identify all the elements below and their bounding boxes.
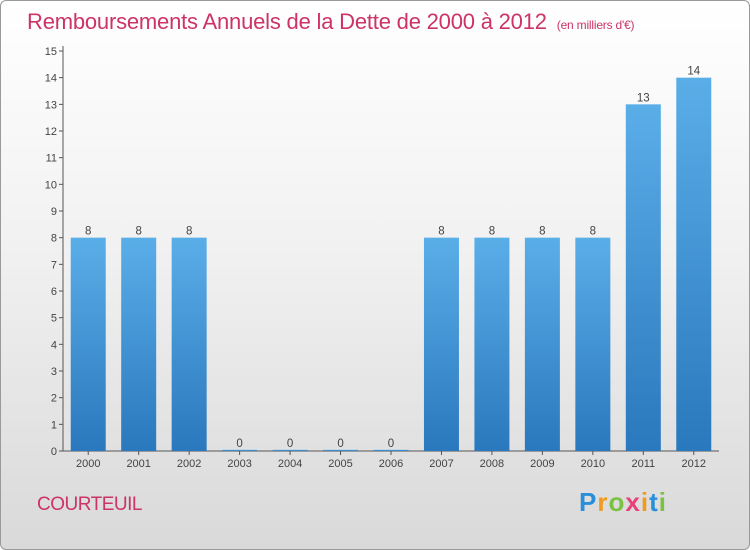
value-label-2008: 8 — [489, 226, 495, 238]
y-tick-label: 13 — [45, 99, 57, 111]
chart-title-text: Remboursements Annuels de la Dette de 20… — [27, 9, 547, 34]
value-label-2005: 0 — [337, 438, 343, 450]
logo-letter: o — [608, 487, 626, 517]
logo-letter: x — [625, 487, 641, 517]
value-label-2009: 8 — [539, 226, 545, 238]
x-tick-label-2000: 2000 — [76, 458, 100, 470]
y-tick-label: 3 — [51, 366, 57, 378]
x-tick-label-2011: 2011 — [631, 458, 655, 470]
value-label-2001: 8 — [135, 226, 141, 238]
bar-2001 — [121, 237, 157, 451]
x-tick-label-2001: 2001 — [126, 458, 150, 470]
logo-letter: P — [579, 487, 598, 517]
y-tick-label: 2 — [51, 393, 57, 405]
x-tick-label-2012: 2012 — [682, 458, 706, 470]
x-tick-label-2008: 2008 — [480, 458, 504, 470]
value-label-2000: 8 — [85, 226, 91, 238]
bar-2007 — [423, 237, 459, 451]
bar-2011 — [625, 104, 661, 451]
x-tick-label-2005: 2005 — [328, 458, 352, 470]
bar-2008 — [474, 237, 510, 451]
logo-letter: i — [640, 487, 650, 517]
x-tick-label-2004: 2004 — [278, 458, 302, 470]
bar-2009 — [524, 237, 560, 451]
x-tick-label-2007: 2007 — [429, 458, 453, 470]
y-tick-label: 0 — [51, 446, 57, 458]
bar-2004 — [272, 449, 308, 451]
chart-subtitle: (en milliers d'€) — [556, 18, 635, 32]
logo-letter: t — [649, 487, 659, 517]
value-label-2003: 0 — [236, 438, 242, 450]
logo-letter: i — [658, 487, 667, 517]
value-label-2007: 8 — [438, 226, 444, 238]
y-tick-label: 9 — [51, 206, 57, 218]
y-tick-label: 6 — [51, 286, 57, 298]
bar-2012 — [676, 77, 712, 452]
x-tick-label-2009: 2009 — [530, 458, 554, 470]
commune-name: COURTEUIL — [37, 494, 142, 515]
y-tick-label: 4 — [51, 339, 57, 351]
value-label-2002: 8 — [186, 226, 192, 238]
x-tick-label-2002: 2002 — [177, 458, 201, 470]
y-tick-label: 1 — [51, 419, 57, 431]
y-tick-label: 7 — [51, 259, 57, 271]
bar-2000 — [70, 237, 106, 451]
bar-2006 — [373, 449, 409, 451]
proxiti-logo[interactable]: Proxiti — [579, 487, 667, 518]
x-tick-label-2003: 2003 — [227, 458, 251, 470]
chart-title: Remboursements Annuels de la Dette de 20… — [27, 9, 635, 35]
value-label-2004: 0 — [287, 438, 293, 450]
logo-letter: r — [597, 487, 609, 517]
bar-2005 — [323, 449, 359, 451]
bar-2002 — [171, 237, 207, 451]
value-label-2006: 0 — [388, 438, 394, 450]
value-label-2010: 8 — [590, 226, 596, 238]
x-tick-label-2010: 2010 — [581, 458, 605, 470]
value-label-2011: 13 — [637, 92, 650, 104]
x-tick-label-2006: 2006 — [379, 458, 403, 470]
y-tick-label: 8 — [51, 233, 57, 245]
bar-2010 — [575, 237, 611, 451]
y-tick-label: 14 — [45, 73, 57, 85]
y-tick-label: 10 — [45, 179, 57, 191]
bar-2003 — [222, 449, 258, 451]
value-label-2012: 14 — [687, 66, 700, 78]
y-tick-label: 15 — [45, 46, 57, 58]
y-tick-label: 11 — [46, 153, 57, 165]
y-tick-label: 5 — [51, 313, 57, 325]
y-tick-label: 12 — [45, 126, 57, 138]
